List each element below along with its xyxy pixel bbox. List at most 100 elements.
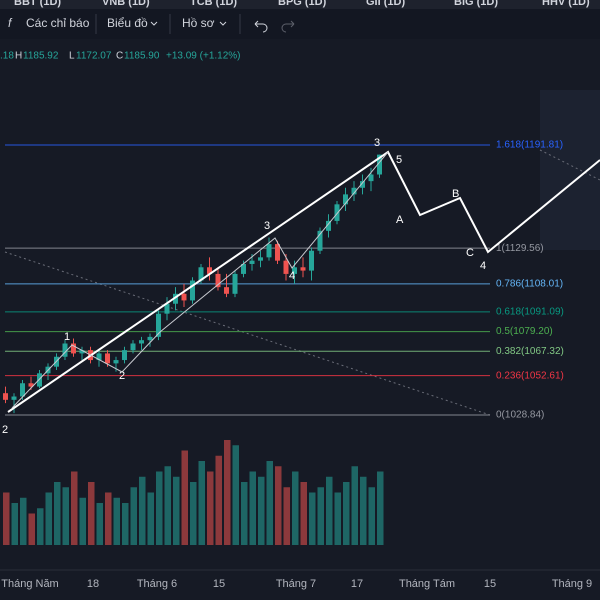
fib-label: 0.618(1091.09) xyxy=(496,307,564,318)
volume-bar xyxy=(198,461,205,545)
candle-body xyxy=(130,343,136,351)
candle-body xyxy=(343,194,348,205)
tab[interactable]: BBT (1D) xyxy=(14,0,61,8)
x-axis-label: Tháng Tám xyxy=(399,578,455,590)
volume-bar xyxy=(139,476,146,545)
volume-bar xyxy=(181,450,188,545)
wave-label: C xyxy=(466,247,474,259)
toolbar xyxy=(0,9,600,39)
volume-bar xyxy=(232,445,239,545)
wave-label: A xyxy=(396,214,404,226)
volume-bar xyxy=(156,471,163,545)
candle-body xyxy=(62,343,68,357)
volume-bar xyxy=(317,487,324,545)
candle-body xyxy=(139,340,144,344)
tab[interactable]: BIG (1D) xyxy=(454,0,498,8)
candle-body xyxy=(368,174,374,182)
volume-bar xyxy=(71,471,78,545)
main-wave xyxy=(7,150,600,413)
volume-bar xyxy=(241,482,248,545)
candle-body xyxy=(317,230,323,251)
candle-body xyxy=(224,287,229,294)
tab-bar xyxy=(0,0,600,9)
candle-body xyxy=(164,303,170,314)
ohlc-high: 1185.92 xyxy=(23,51,59,62)
ohlc-h-label: H xyxy=(15,51,22,62)
x-axis-label: 17 xyxy=(351,578,363,590)
redo-button[interactable] xyxy=(281,20,295,33)
chart-button[interactable]: Biểu đồ xyxy=(107,16,148,30)
volume-bar xyxy=(360,476,367,545)
volume-bar xyxy=(351,466,358,545)
candle-body xyxy=(147,336,153,341)
volume-bar xyxy=(45,492,52,545)
volume-bar xyxy=(326,476,333,545)
ohlc-low: 1172.07 xyxy=(76,51,112,62)
candle-body xyxy=(334,204,340,221)
wave-label: B xyxy=(452,188,459,200)
volume-bar xyxy=(207,471,214,545)
volume-bar xyxy=(249,471,256,545)
volume-bar xyxy=(275,466,282,545)
candle-body xyxy=(249,260,255,264)
tab[interactable]: VNB (1D) xyxy=(102,0,150,8)
volume-bar xyxy=(368,487,375,545)
candle-body xyxy=(79,350,85,354)
volume-bar xyxy=(28,513,35,545)
candle-body xyxy=(258,257,263,261)
candle-body xyxy=(173,293,178,304)
x-axis-label: 15 xyxy=(213,578,225,590)
fx-icon[interactable]: f xyxy=(8,16,13,30)
volume-bar xyxy=(54,482,61,545)
trend-dash xyxy=(4,251,491,416)
ohlc-change: +13.09 (+1.12%) xyxy=(166,51,241,62)
tab[interactable]: BPG (1D) xyxy=(278,0,327,8)
wave-label: 2 xyxy=(119,370,125,382)
candle-body xyxy=(283,260,289,274)
chevron xyxy=(219,21,227,26)
candle-body xyxy=(11,396,17,400)
ohlc-close: 1185.90 xyxy=(124,51,160,62)
undo-button[interactable] xyxy=(254,20,268,33)
candle-body xyxy=(20,383,25,397)
wave-label: 1 xyxy=(64,331,70,343)
volume-bar xyxy=(164,466,171,545)
ohlc-open: .18 xyxy=(0,51,14,62)
fib-label: 0(1028.84) xyxy=(496,410,544,421)
volume-bar xyxy=(334,492,341,545)
volume-bar xyxy=(122,503,129,545)
candle-body xyxy=(377,154,382,175)
volume-bar xyxy=(190,482,197,545)
volume-bar xyxy=(173,476,180,545)
x-axis-label: Tháng 7 xyxy=(276,578,316,590)
volume-bar xyxy=(79,497,86,545)
fib-label: 0.786(1108.01) xyxy=(496,278,563,289)
volume-bar xyxy=(37,508,44,545)
volume-bar xyxy=(377,471,384,545)
profile-button[interactable]: Hồ sơ xyxy=(182,16,215,30)
candle-body xyxy=(122,350,127,361)
volume-bar xyxy=(113,497,120,545)
candle-body xyxy=(71,343,76,354)
wave-label: 2 xyxy=(2,424,8,436)
volume-bar xyxy=(309,492,316,545)
fib-label: 0.236(1052.61) xyxy=(496,370,564,381)
volume-bar xyxy=(147,492,154,545)
candle-body xyxy=(113,360,119,364)
indicators-button[interactable]: Các chỉ báo xyxy=(26,16,90,30)
candle-body xyxy=(37,373,42,387)
candle-body xyxy=(190,280,195,301)
volume-bar xyxy=(343,482,350,545)
tab[interactable]: TCB (1D) xyxy=(190,0,237,8)
candle-body xyxy=(351,187,357,195)
fib-label: 0.5(1079.20) xyxy=(496,326,553,337)
ohlc-c-label: C xyxy=(116,51,123,62)
tab[interactable]: GII (1D) xyxy=(366,0,405,8)
tab[interactable]: HHV (1D) xyxy=(542,0,590,8)
candle-body xyxy=(207,267,212,274)
wave-label: 4 xyxy=(289,270,295,282)
wave-label: 3 xyxy=(264,220,270,232)
